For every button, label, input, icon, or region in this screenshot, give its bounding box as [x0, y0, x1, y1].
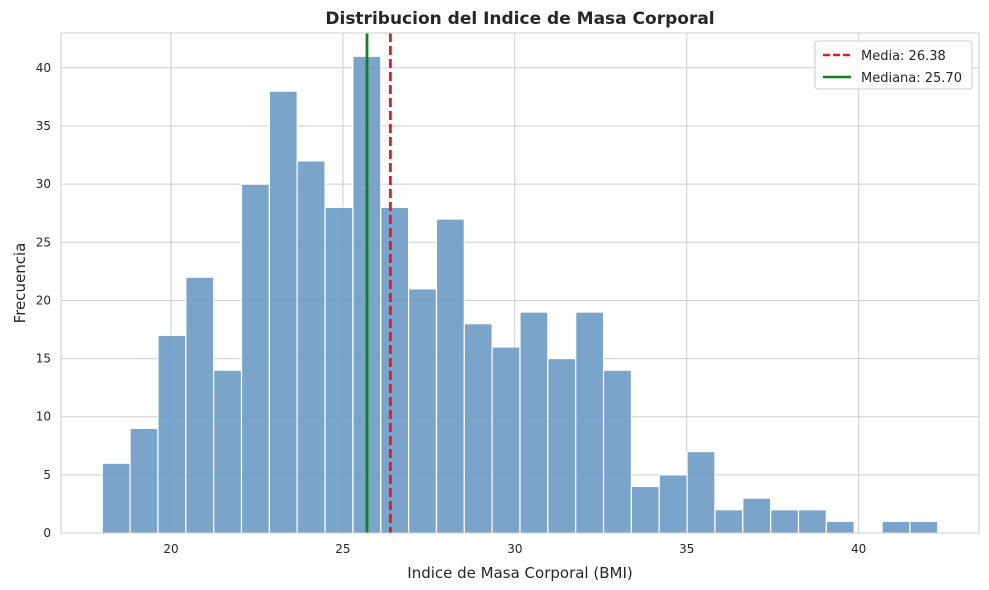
legend-median-label: Mediana: 25.70 — [861, 71, 962, 86]
y-tick-label: 40 — [36, 61, 51, 75]
histogram-bar — [157, 334, 187, 534]
histogram-bars — [101, 55, 939, 534]
histogram-bar — [630, 485, 660, 534]
histogram-bar — [213, 369, 243, 534]
histogram-bar — [491, 346, 521, 534]
histogram-bar — [658, 474, 688, 534]
histogram-bar — [575, 311, 605, 534]
histogram-bar — [296, 160, 326, 534]
plot-frame — [60, 32, 980, 534]
histogram-bar — [519, 311, 549, 534]
histogram-bar — [324, 206, 354, 534]
histogram-bar — [185, 276, 215, 534]
legend: Media: 26.38 Mediana: 25.70 — [814, 40, 973, 90]
x-tick-label: 25 — [335, 542, 350, 556]
histogram-bar — [408, 288, 438, 534]
y-tick-label: 10 — [36, 410, 51, 424]
legend-box — [814, 40, 973, 90]
chart-title: Distribucion del Indice de Masa Corporal — [325, 9, 714, 29]
y-tick-labels: 0 5 10 15 20 25 30 35 40 — [36, 61, 51, 540]
reference-lines — [365, 33, 392, 533]
histogram-bar — [714, 509, 744, 534]
y-tick-label: 30 — [36, 177, 51, 191]
histogram-bar — [129, 427, 159, 534]
x-tick-label: 40 — [851, 542, 866, 556]
histogram-bar — [770, 509, 800, 534]
histogram-bar — [435, 218, 465, 534]
y-tick-label: 15 — [36, 352, 51, 366]
histogram-bar — [547, 357, 577, 534]
y-tick-label: 0 — [43, 526, 51, 540]
x-tick-label: 35 — [679, 542, 694, 556]
histogram-bar — [240, 183, 270, 534]
y-axis-label: Frecuencia — [11, 243, 29, 324]
legend-mean-label: Media: 26.38 — [861, 49, 946, 64]
histogram-bar — [881, 520, 911, 534]
histogram-bar — [825, 520, 855, 534]
histogram-bar — [602, 369, 632, 534]
histogram-bar — [463, 323, 493, 534]
x-tick-labels: 20 25 30 35 40 — [163, 542, 866, 556]
y-tick-label: 5 — [43, 468, 51, 482]
x-tick-label: 30 — [507, 542, 522, 556]
y-tick-label: 20 — [36, 293, 51, 307]
histogram-bar — [101, 462, 131, 534]
histogram-bar — [268, 90, 298, 534]
histogram-bar — [380, 206, 410, 534]
x-axis-label: Indice de Masa Corporal (BMI) — [407, 564, 632, 582]
y-tick-label: 35 — [36, 119, 51, 133]
histogram-bar — [909, 520, 939, 534]
y-tick-label: 25 — [36, 235, 51, 249]
x-tick-label: 20 — [163, 542, 178, 556]
histogram-bar — [797, 509, 827, 534]
histogram-bar — [686, 451, 716, 534]
histogram-bar — [742, 497, 772, 534]
